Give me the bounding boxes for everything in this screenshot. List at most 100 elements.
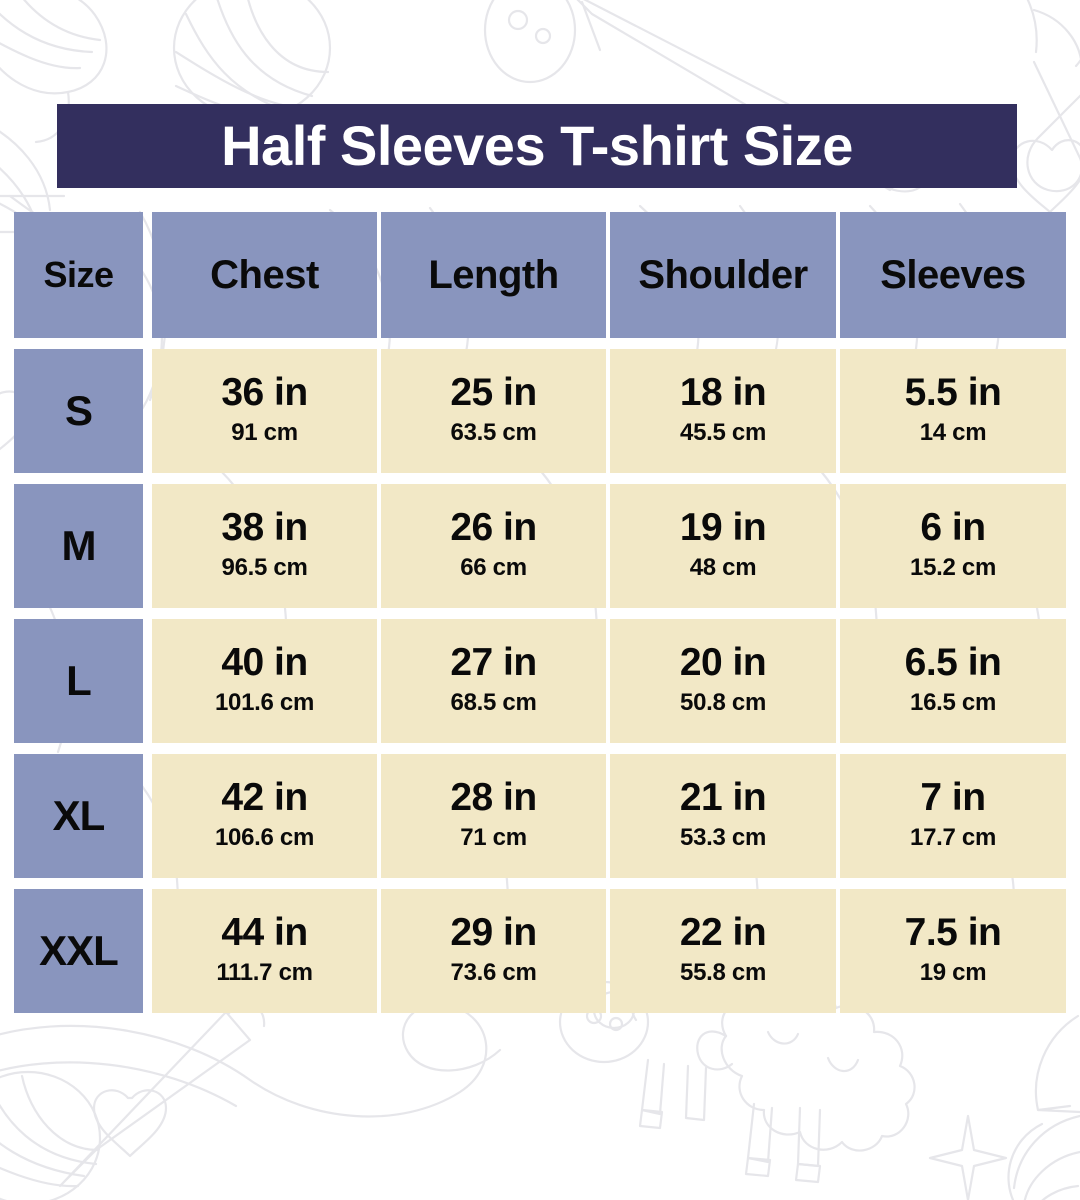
- value-inches: 26 in: [450, 506, 537, 550]
- cell-chest: 38 in 96.5 cm: [152, 484, 377, 608]
- cell-sleeves: 6 in 15.2 cm: [840, 484, 1066, 608]
- value-inches: 25 in: [450, 371, 537, 415]
- value-cm: 111.7 cm: [216, 959, 313, 987]
- header-label-size: Size: [43, 254, 114, 295]
- yarn-ball-icon: [0, 1070, 102, 1200]
- size-label: S: [64, 387, 93, 434]
- size-label: L: [66, 657, 92, 704]
- value-inches: 22 in: [679, 911, 767, 955]
- header-cell-sleeves: Sleeves: [840, 212, 1066, 338]
- value-cm: 16.5 cm: [910, 689, 996, 717]
- cell-size: XXL: [14, 889, 143, 1013]
- value-inches: 29 in: [450, 911, 537, 955]
- size-chart-table: Size Chest Length Shoulder Sleeves S 36 …: [14, 212, 1066, 1013]
- value-inches: 7 in: [920, 776, 986, 820]
- size-label: XXL: [39, 927, 119, 974]
- value-cm: 55.8 cm: [680, 959, 766, 987]
- value-cm: 91 cm: [231, 419, 298, 447]
- table-row: S 36 in 91 cm 25 in 63.5 cm 18 in 45.5 c…: [14, 349, 1066, 473]
- heart-icon: [92, 1089, 168, 1158]
- cell-chest: 36 in 91 cm: [152, 349, 377, 473]
- value-inches: 40 in: [221, 641, 308, 685]
- table-row: M 38 in 96.5 cm 26 in 66 cm 19 in 48 cm …: [14, 484, 1066, 608]
- yarn-strand-icon: [0, 1003, 502, 1118]
- cell-shoulder: 19 in 48 cm: [610, 484, 836, 608]
- button-icon: [483, 0, 577, 84]
- cell-chest: 40 in 101.6 cm: [152, 619, 377, 743]
- value-inches: 20 in: [679, 641, 767, 685]
- yarn-ball-icon: [1007, 1114, 1080, 1200]
- cell-size: XL: [14, 754, 143, 878]
- header-label-sleeves: Sleeves: [880, 253, 1026, 297]
- size-label: M: [61, 522, 97, 569]
- value-cm: 50.8 cm: [680, 689, 766, 717]
- value-cm: 96.5 cm: [221, 554, 308, 582]
- sparkle-icon: [928, 1114, 1008, 1200]
- crochet-hook-icon: [1026, 0, 1038, 54]
- table-row: XL 42 in 106.6 cm 28 in 71 cm 21 in 53.3…: [14, 754, 1066, 878]
- cell-sleeves: 5.5 in 14 cm: [840, 349, 1066, 473]
- cell-sleeves: 7.5 in 19 cm: [840, 889, 1066, 1013]
- value-inches: 36 in: [221, 371, 308, 415]
- cell-length: 28 in 71 cm: [381, 754, 606, 878]
- value-inches: 5.5 in: [904, 371, 1002, 415]
- value-cm: 66 cm: [460, 554, 527, 582]
- crochet-hook-icon: [1034, 1014, 1080, 1114]
- value-cm: 14 cm: [919, 419, 987, 447]
- header-cell-chest: Chest: [152, 212, 377, 338]
- value-inches: 6 in: [920, 506, 986, 550]
- cell-chest: 44 in 111.7 cm: [152, 889, 377, 1013]
- value-cm: 63.5 cm: [450, 419, 537, 447]
- cell-size: S: [14, 349, 143, 473]
- value-cm: 71 cm: [460, 824, 527, 852]
- value-inches: 38 in: [221, 506, 308, 550]
- safety-pin-icon: [1026, 60, 1080, 193]
- value-inches: 44 in: [221, 911, 308, 955]
- value-inches: 21 in: [679, 776, 767, 820]
- value-inches: 18 in: [679, 371, 767, 415]
- value-inches: 27 in: [450, 641, 537, 685]
- header-label-length: Length: [428, 253, 559, 297]
- cell-sleeves: 6.5 in 16.5 cm: [840, 619, 1066, 743]
- cell-length: 25 in 63.5 cm: [381, 349, 606, 473]
- knitting-needles-icon: [58, 1003, 266, 1188]
- header-label-chest: Chest: [210, 253, 319, 297]
- cell-shoulder: 21 in 53.3 cm: [610, 754, 836, 878]
- cell-sleeves: 7 in 17.7 cm: [840, 754, 1066, 878]
- value-cm: 68.5 cm: [450, 689, 537, 717]
- value-inches: 42 in: [221, 776, 308, 820]
- yarn-ball-icon: [172, 0, 332, 120]
- value-cm: 101.6 cm: [214, 689, 314, 717]
- header-cell-size: Size: [14, 212, 143, 338]
- value-inches: 6.5 in: [904, 641, 1002, 685]
- header-cell-shoulder: Shoulder: [610, 212, 836, 338]
- cell-length: 29 in 73.6 cm: [381, 889, 606, 1013]
- sheep-icon: [696, 988, 916, 1184]
- value-cm: 45.5 cm: [680, 419, 766, 447]
- value-inches: 28 in: [450, 776, 537, 820]
- value-cm: 19 cm: [919, 959, 987, 987]
- table-header-row: Size Chest Length Shoulder Sleeves: [14, 212, 1066, 338]
- value-inches: 19 in: [679, 506, 767, 550]
- value-cm: 15.2 cm: [910, 554, 996, 582]
- page-title: Half Sleeves T-shirt Size: [221, 114, 853, 177]
- cell-shoulder: 18 in 45.5 cm: [610, 349, 836, 473]
- value-cm: 73.6 cm: [450, 959, 537, 987]
- value-cm: 48 cm: [689, 554, 757, 582]
- header-cell-length: Length: [381, 212, 606, 338]
- table-row: XXL 44 in 111.7 cm 29 in 73.6 cm 22 in 5…: [14, 889, 1066, 1013]
- cell-shoulder: 20 in 50.8 cm: [610, 619, 836, 743]
- cell-length: 27 in 68.5 cm: [381, 619, 606, 743]
- cell-size: M: [14, 484, 143, 608]
- value-inches: 7.5 in: [904, 911, 1002, 955]
- cell-chest: 42 in 106.6 cm: [152, 754, 377, 878]
- cell-size: L: [14, 619, 143, 743]
- cell-length: 26 in 66 cm: [381, 484, 606, 608]
- value-cm: 17.7 cm: [910, 824, 996, 852]
- chart-title-banner: Half Sleeves T-shirt Size: [57, 104, 1017, 188]
- value-cm: 106.6 cm: [214, 824, 314, 852]
- header-label-shoulder: Shoulder: [638, 253, 808, 297]
- cell-shoulder: 22 in 55.8 cm: [610, 889, 836, 1013]
- heart-icon: [1010, 139, 1080, 214]
